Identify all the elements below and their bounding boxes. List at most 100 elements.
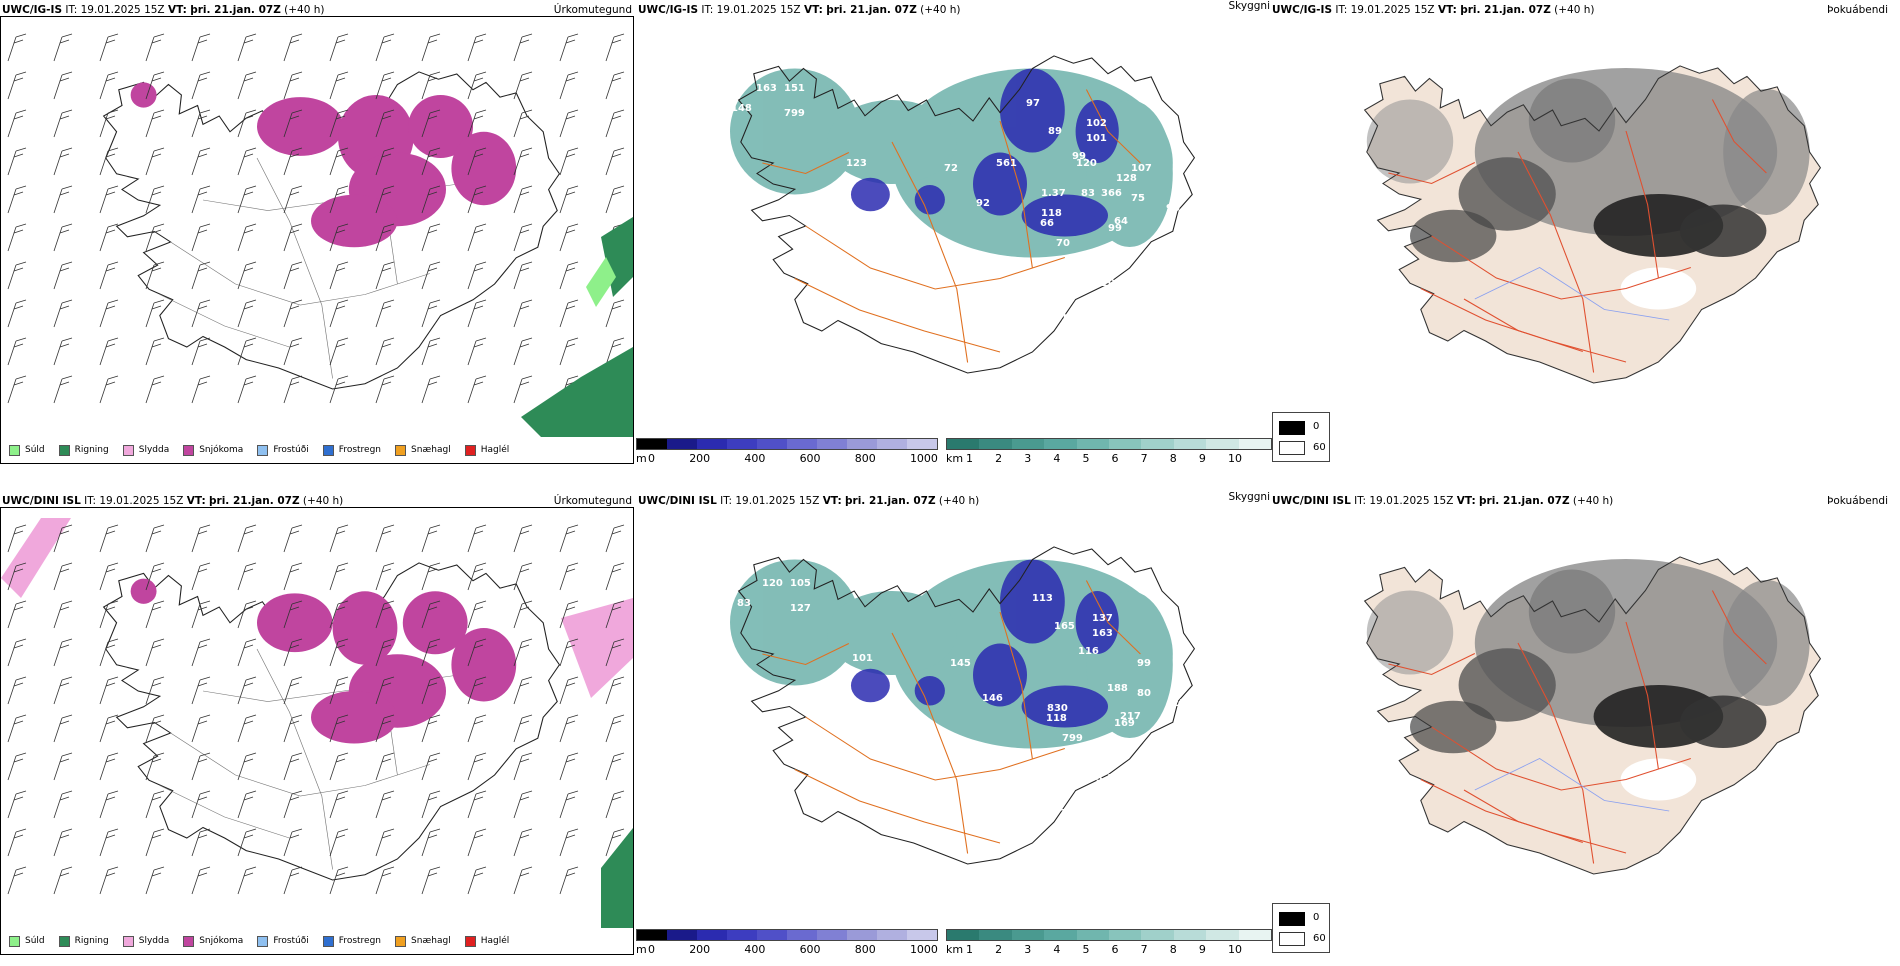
wind-barb [283, 714, 303, 743]
colorbar-step [1011, 439, 1045, 449]
wind-barb [513, 337, 533, 366]
precip-legend-item: Slydda [122, 935, 169, 947]
wind-barb [191, 337, 211, 366]
rain-area [521, 347, 633, 437]
precip-type-panel: Súld Rigning Slydda Snjókoma Frostúði Frostre… [0, 491, 636, 961]
snow-area [408, 95, 474, 158]
wind-barb [191, 714, 211, 743]
legend-swatch [464, 935, 476, 947]
cloud-base-areas [850, 559, 1119, 728]
road-line [891, 141, 969, 363]
cloud-base-value: 141 [1107, 773, 1128, 784]
init-time-value: 19.01.2025 15Z [716, 4, 801, 16]
wind-barb [421, 71, 441, 100]
cloud-base-value: 297 [1076, 278, 1097, 289]
wind-barb [145, 524, 165, 553]
wind-barb [145, 299, 165, 328]
valid-time-value: þri. 21.jan. 07Z [826, 4, 917, 16]
wind-barb [329, 562, 349, 591]
wind-barb [191, 676, 211, 705]
wind-barb [7, 375, 27, 404]
cloud-base-value: 99 [1137, 658, 1151, 669]
low-cloud-area [1000, 68, 1065, 153]
snow-area [451, 131, 517, 206]
road-line [1517, 151, 1595, 373]
wind-barb [329, 375, 349, 404]
cloud-base-value: 101 [852, 653, 873, 664]
wind-barb [329, 185, 349, 214]
wind-barb [467, 714, 487, 743]
colorbar-tick: 4 [1053, 452, 1061, 465]
wind-barb [559, 562, 579, 591]
wind-barb [375, 223, 395, 252]
low-cloud-area [914, 185, 945, 215]
road-line [1463, 298, 1583, 352]
legend-swatch [58, 444, 70, 456]
wind-barb [99, 638, 119, 667]
wind-barb [145, 714, 165, 743]
cloud-base-value: 83 [1081, 188, 1095, 199]
low-cloud-area [850, 177, 890, 212]
forecast-row: Súld Rigning Slydda Snjókoma Frostúði Frostre… [0, 0, 1900, 475]
colorbar-tick: 2 [995, 452, 1003, 465]
precip-legend-item: Frostregn [322, 444, 381, 456]
colorbar-step [1173, 439, 1207, 449]
wind-barb [559, 337, 579, 366]
cloud-base-value: 128 [1116, 173, 1137, 184]
wind-barb [329, 71, 349, 100]
legend-swatch [58, 935, 70, 947]
colorbar-step [1206, 930, 1239, 940]
fog-area [1410, 209, 1497, 263]
iceland-outline [1363, 556, 1822, 875]
wind-barb [145, 261, 165, 290]
valid-time-label: VT: [1456, 495, 1476, 507]
road-line [1625, 130, 1659, 279]
fog-area [1366, 99, 1454, 184]
colorbar-tick: 9 [1198, 452, 1206, 465]
wind-barb [53, 752, 73, 781]
road-line [794, 769, 1001, 844]
cloud-base-value: 113 [1054, 313, 1075, 324]
cloud-base-colorbar [636, 929, 938, 941]
wind-barb [467, 866, 487, 895]
wind-barb [283, 752, 303, 781]
cloud-base-value: 183 [1082, 773, 1103, 784]
colorbar-step [727, 439, 757, 449]
valid-time-value: þri. 21.jan. 07Z [209, 495, 300, 507]
cloud-base-value: 799 [784, 108, 805, 119]
cloud-base-ticks: 0 200 400 600 800 1000 [648, 452, 938, 465]
wind-barb [7, 828, 27, 857]
wind-barb [329, 109, 349, 138]
wind-barb [283, 261, 303, 290]
wind-barb [191, 185, 211, 214]
wind-barb [99, 223, 119, 252]
road-line [1711, 590, 1767, 665]
wind-barb [467, 337, 487, 366]
visibility-panel: 120 105 127 83 101 88 81 79 91 74 145 113 165 137 163 1… [636, 491, 1272, 961]
fog-area [1723, 89, 1810, 215]
wind-barb [421, 828, 441, 857]
colorbar-step [787, 930, 817, 940]
wind-barb [605, 600, 625, 629]
road-line [1517, 642, 1595, 864]
wind-barb [145, 676, 165, 705]
cloud-base-value: 236 [1172, 698, 1193, 709]
low-cloud-area [1021, 685, 1108, 728]
wind-barb [513, 261, 533, 290]
cloud-base-value: 120 [762, 578, 783, 589]
wind-barb [329, 752, 349, 781]
wind-barb [375, 866, 395, 895]
snow-areas [130, 82, 517, 248]
wind-barb [421, 752, 441, 781]
wind-barb [375, 562, 395, 591]
wind-barb [513, 638, 533, 667]
init-time-value: 19.01.2025 15Z [1369, 495, 1454, 507]
wind-barb [467, 33, 487, 62]
colorbar-tick: 7 [1140, 452, 1148, 465]
wind-barb [559, 638, 579, 667]
wind-barb [191, 866, 211, 895]
wind-barb [99, 752, 119, 781]
colorbar-step [637, 930, 667, 940]
wind-barb [53, 524, 73, 553]
precip-legend-item: Frostúði [257, 444, 309, 456]
